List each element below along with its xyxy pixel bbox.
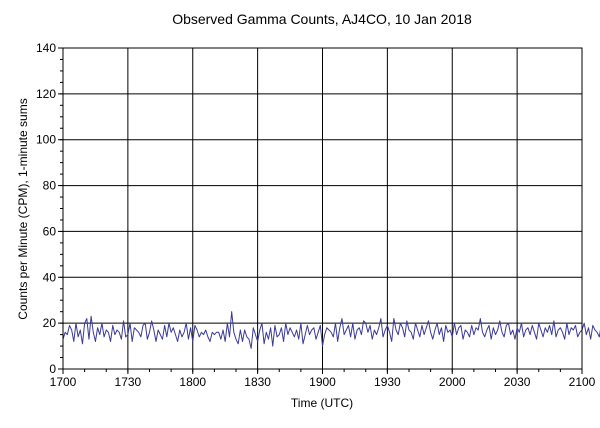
x-tick-label: 2030 (504, 375, 531, 389)
plot-frame (62, 47, 583, 370)
x-tick-label: 1900 (309, 375, 336, 389)
x-tick-label: 1800 (179, 375, 206, 389)
y-tick-label: 80 (43, 179, 57, 193)
chart-title: Observed Gamma Counts, AJ4CO, 10 Jan 201… (172, 11, 472, 27)
series-line-0 (62, 311, 600, 349)
x-tick-label: 1730 (115, 375, 142, 389)
x-axis-label: Time (UTC) (291, 396, 353, 410)
y-axis-label: Counts per Minute (CPM), 1-minute sums (16, 98, 30, 319)
x-tick-label: 2100 (569, 375, 596, 389)
x-tick-label: 1700 (50, 375, 77, 389)
y-tick-label: 120 (36, 87, 56, 101)
y-tick-label: 40 (43, 270, 57, 284)
series-layer (62, 311, 600, 349)
y-tick-label: 140 (36, 41, 56, 55)
y-tick-label: 20 (43, 316, 57, 330)
tick-labels: 1700 1730 1800 1830 1900 1930 2000 2030 2100 0 20 4… (36, 41, 596, 389)
x-tick-label: 2000 (439, 375, 466, 389)
x-tick-label: 1930 (374, 375, 401, 389)
axes (58, 47, 583, 374)
y-tick-label: 60 (43, 224, 57, 238)
y-tick-label: 0 (49, 362, 56, 376)
grid (63, 48, 582, 369)
y-tick-label: 100 (36, 133, 56, 147)
x-tick-label: 1830 (244, 375, 271, 389)
